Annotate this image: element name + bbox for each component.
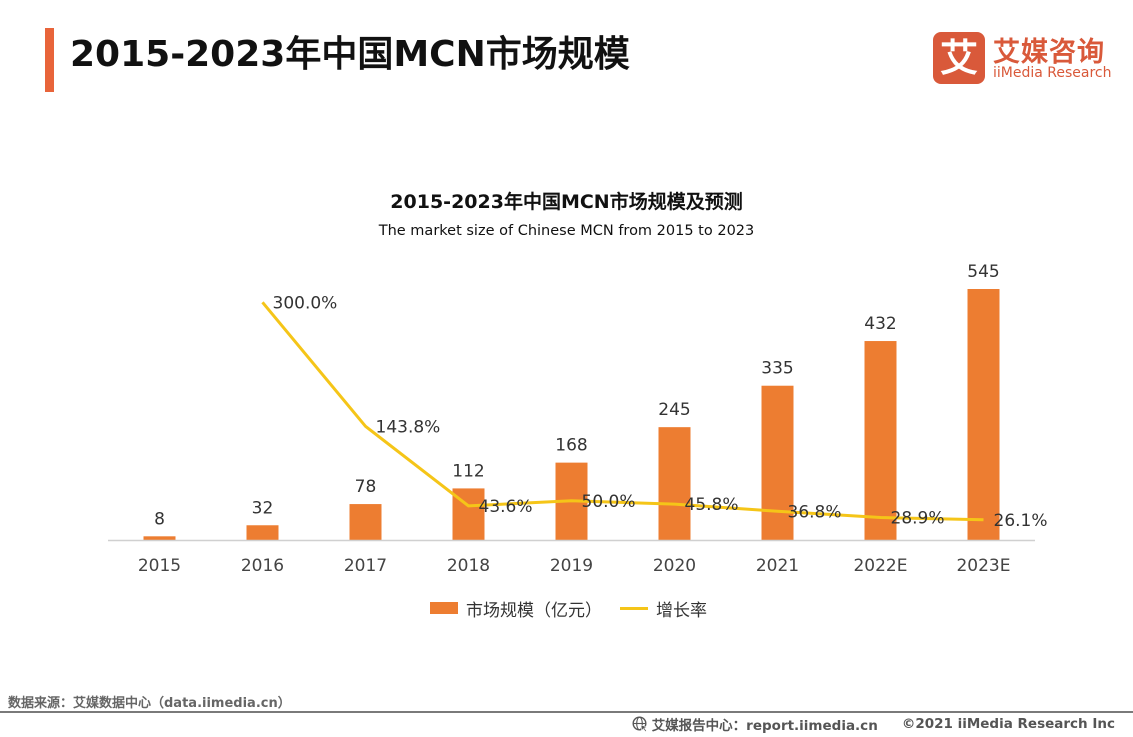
x-axis: 2015 2016 2017 2018 2019 2020 2021 2022E 2023E (108, 539, 1035, 576)
growth-label-2022E: 28.9% (891, 509, 945, 529)
x-tick-label-2020: 2020 (653, 556, 696, 576)
legend-line-label: 增长率 (656, 600, 707, 621)
bar-label-2017: 78 (355, 477, 377, 497)
data-labels: 8 32 78 112 168 245 335 432 545 300.0% 143.8% 43.6%… (154, 262, 1047, 531)
growth-label-2019: 50.0% (582, 492, 636, 512)
x-tick-label-2023E: 2023E (956, 556, 1010, 576)
bar-series (143, 289, 1000, 540)
page-title: 2015-2023年中国MCN市场规模 (70, 34, 630, 75)
bar-label-2023E: 545 (967, 262, 999, 282)
bar-2023E (967, 289, 1000, 540)
growth-label-2021: 36.8% (788, 502, 842, 522)
growth-label-2017: 143.8% (376, 417, 441, 437)
bar-label-2015: 8 (154, 509, 165, 529)
bar-2016 (246, 525, 279, 540)
growth-label-2023E: 26.1% (994, 511, 1048, 531)
data-source-note: 数据来源：艾媒数据中心（data.iimedia.cn） (8, 696, 291, 711)
growth-label-2016: 300.0% (273, 293, 338, 313)
bar-2022E (864, 341, 897, 540)
logo-name-en: iiMedia Research (993, 65, 1112, 81)
logo-mark-icon: 艾 (933, 32, 985, 84)
bar-label-2019: 168 (555, 436, 587, 456)
x-tick-label-2015: 2015 (138, 556, 181, 576)
bar-2020 (658, 427, 691, 540)
x-tick-label-2017: 2017 (344, 556, 387, 576)
bar-2021 (761, 385, 794, 540)
growth-rate-line (261, 301, 984, 522)
report-center-link[interactable]: 艾媒报告中心：report.iimedia.cn (651, 718, 878, 734)
x-tick-label-2022E: 2022E (853, 556, 907, 576)
x-tick-label-2016: 2016 (241, 556, 284, 576)
x-tick-label-2021: 2021 (756, 556, 799, 576)
bar-label-2021: 335 (761, 359, 793, 379)
bar-label-2016: 32 (252, 498, 274, 518)
bar-label-2020: 245 (658, 400, 690, 420)
bar-label-2018: 112 (452, 461, 484, 481)
legend-bar-label: 市场规模（亿元） (466, 600, 602, 621)
line-series (261, 301, 984, 522)
logo-name-cn: 艾媒咨询 (993, 37, 1105, 68)
title-accent-bar (45, 28, 54, 92)
globe-cursor-icon (632, 716, 648, 732)
bar-label-2022E: 432 (864, 314, 896, 334)
footer-credits: 艾媒报告中心：report.iimedia.cn ©2021 iiMedia R… (632, 714, 1115, 734)
copyright: ©2021 iiMedia Research Inc (901, 716, 1115, 732)
chart-title: 2015-2023年中国MCN市场规模及预测 (390, 191, 743, 213)
bar-2015 (143, 536, 176, 540)
growth-label-2018: 43.6% (479, 497, 533, 517)
legend-line-swatch (620, 606, 648, 610)
legend: 市场规模（亿元） 增长率 (430, 596, 707, 621)
bar-2017 (349, 504, 382, 540)
legend-bar-swatch (430, 602, 458, 614)
iimedia-logo: 艾 艾媒咨询 iiMedia Research (933, 32, 1118, 84)
growth-label-2020: 45.8% (685, 495, 739, 515)
x-tick-label-2019: 2019 (550, 556, 593, 576)
footer-divider (0, 711, 1133, 713)
x-tick-label-2018: 2018 (447, 556, 490, 576)
chart-subtitle: The market size of Chinese MCN from 2015… (378, 223, 755, 239)
